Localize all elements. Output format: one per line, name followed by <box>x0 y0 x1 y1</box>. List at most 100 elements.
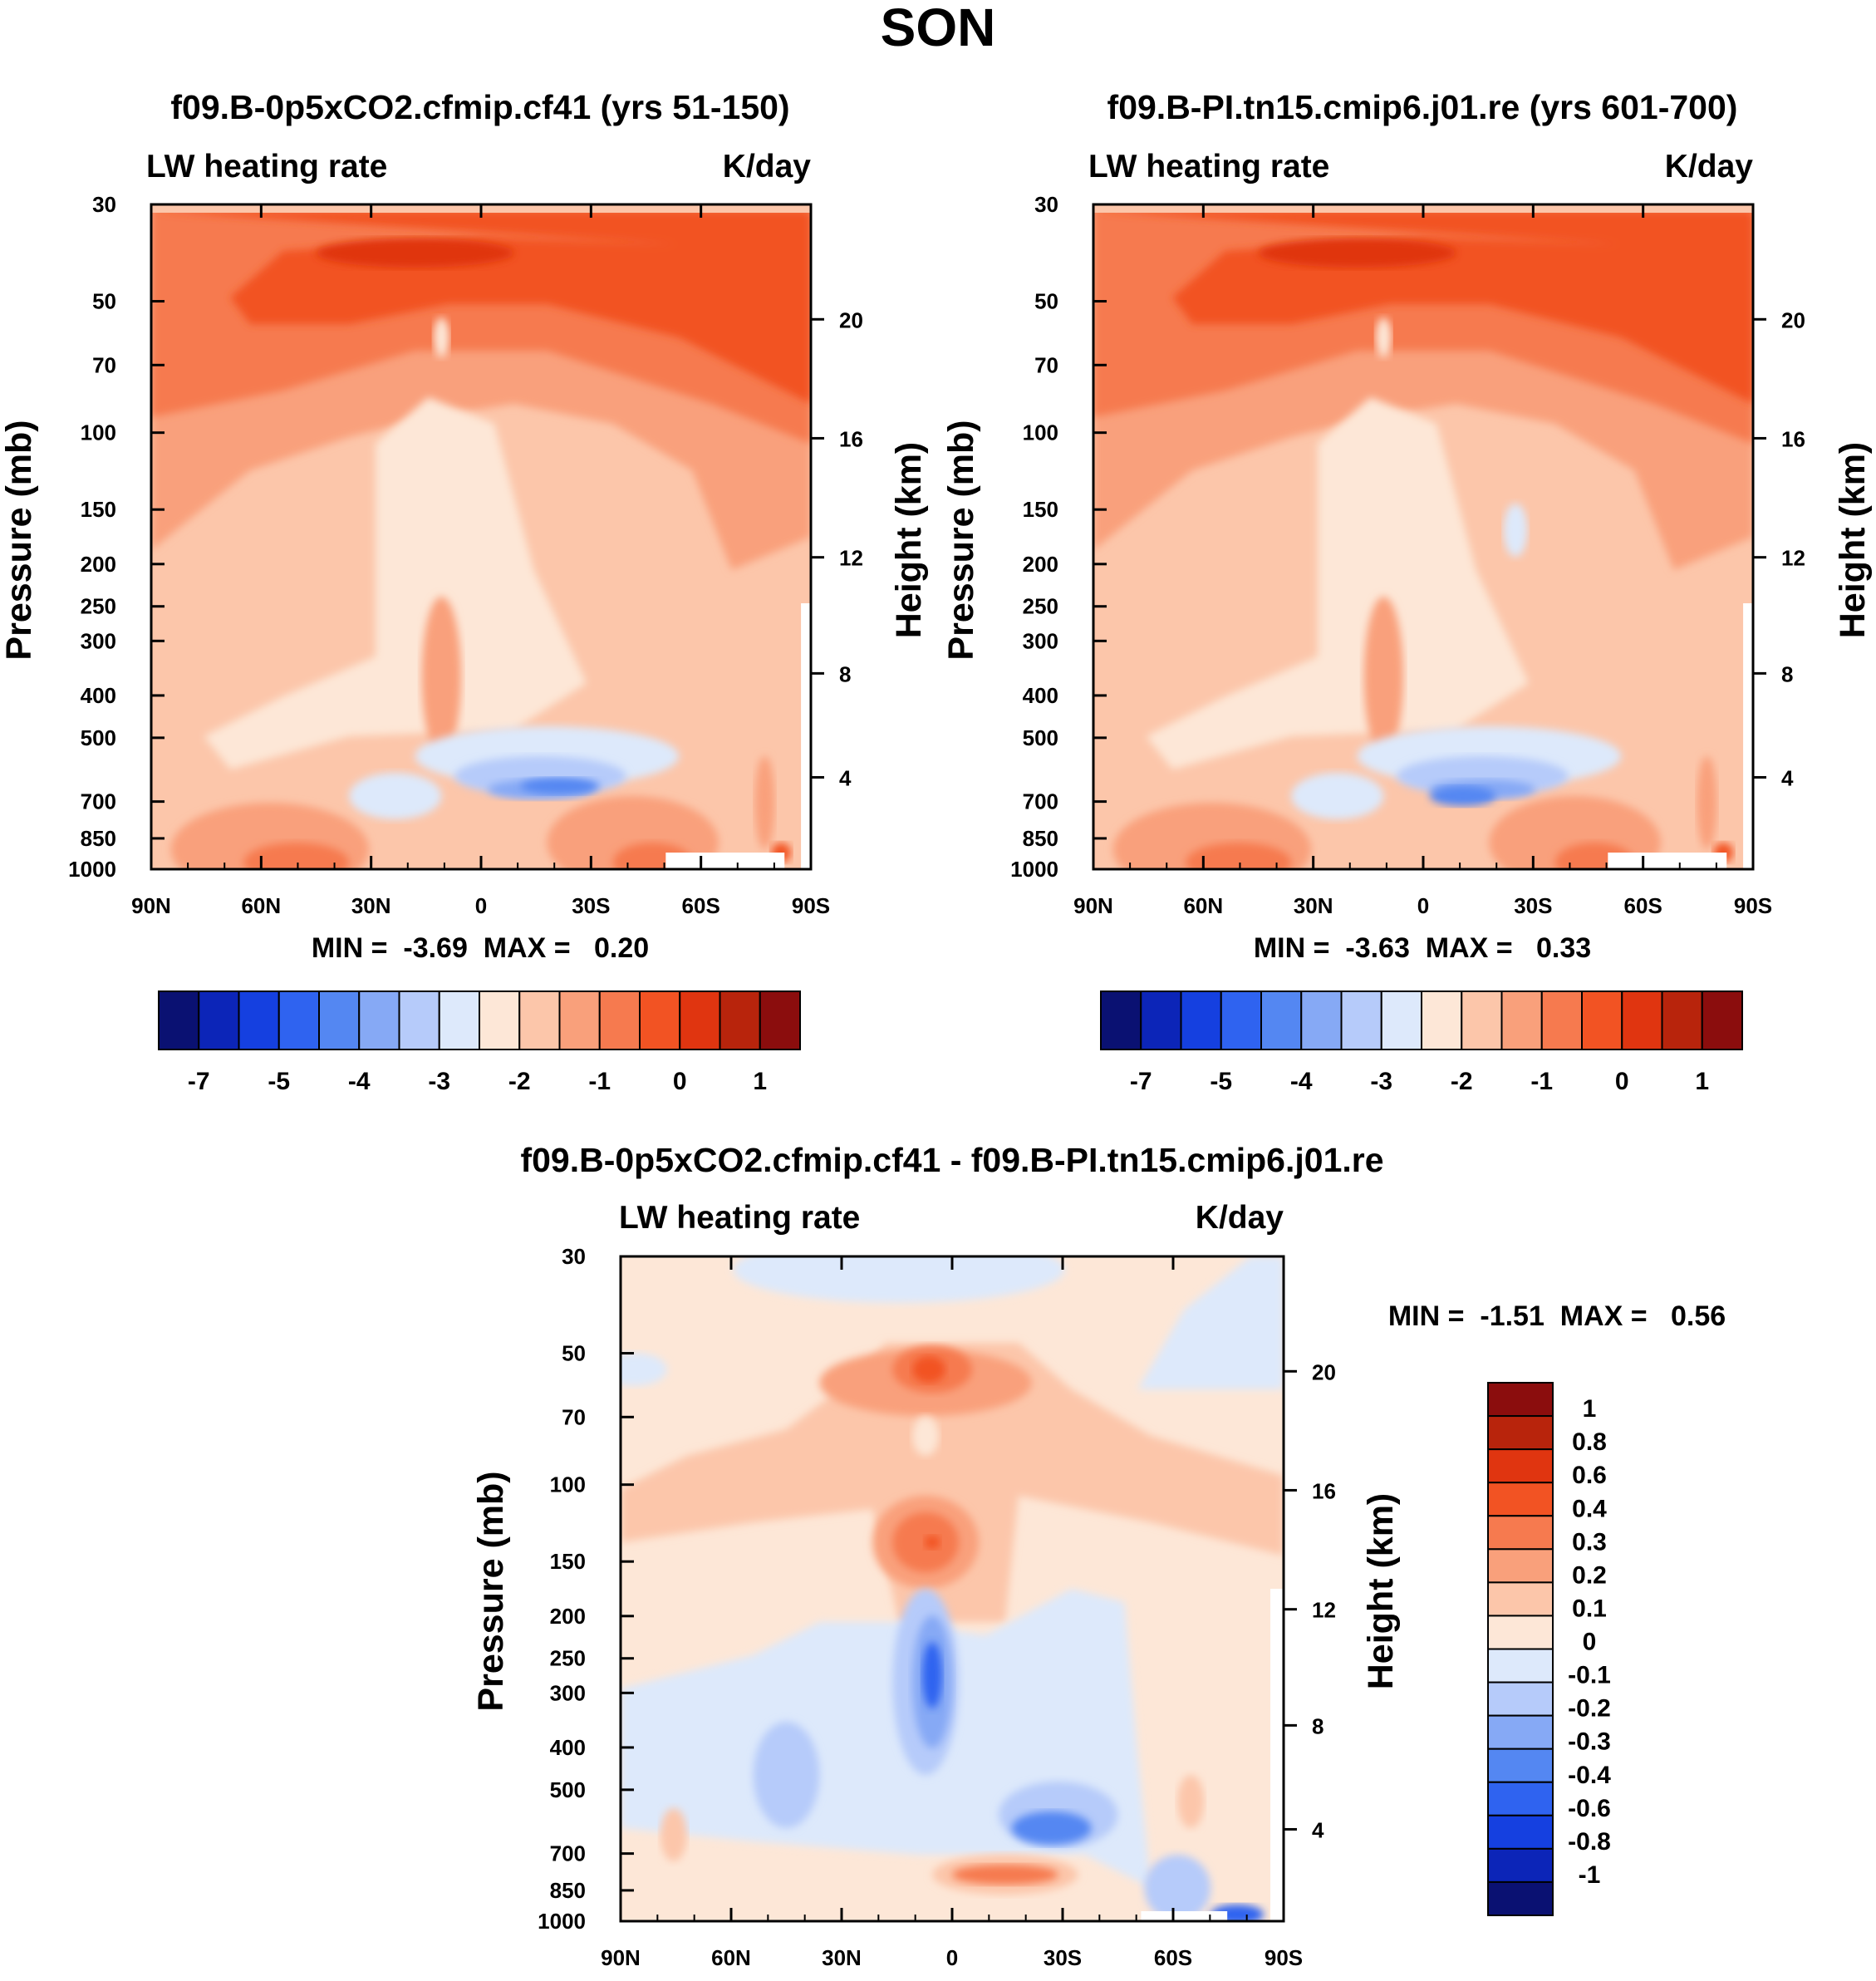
height-tick-label: 16 <box>1312 1478 1336 1503</box>
colorbar-swatch <box>1487 1847 1554 1883</box>
x-tick-label: 90N <box>601 1945 641 1970</box>
panel-2-min-max: MIN = -3.63 MAX = 0.33 <box>1254 932 1591 964</box>
height-tick-label: 20 <box>839 307 863 332</box>
contour-band <box>1093 211 1753 404</box>
colorbar-swatch <box>1701 990 1743 1050</box>
y-tick-label: 250 <box>1023 594 1058 619</box>
missing-data-mask <box>1270 1589 1284 1921</box>
x-tick-label: 30N <box>1294 893 1333 918</box>
panel-2-y-axis-label: Pressure (mb) <box>941 420 981 660</box>
missing-data-mask <box>665 853 785 869</box>
contour-band <box>1137 1256 1284 1389</box>
height-tick-label: 12 <box>1781 546 1805 571</box>
y-tick-label: 500 <box>1023 725 1058 750</box>
colorbar-label: 0.2 <box>1572 1561 1607 1589</box>
panel-2-right-subtitle: K/day <box>1665 149 1754 184</box>
colorbar-label: -0.8 <box>1568 1828 1611 1856</box>
colorbar-swatch <box>1487 1648 1554 1684</box>
contour-band <box>733 1256 1065 1303</box>
colorbar-swatch <box>1487 1681 1554 1717</box>
colorbar-label: -3 <box>428 1068 450 1095</box>
colorbar-swatch <box>1487 1781 1554 1816</box>
y-tick-label: 300 <box>1023 628 1058 653</box>
contour-band <box>660 1808 687 1861</box>
colorbar-swatch <box>158 990 200 1050</box>
colorbar-swatch <box>318 990 361 1050</box>
colorbar-label: -0.6 <box>1568 1795 1611 1822</box>
contour-band <box>753 1722 820 1828</box>
height-tick-label: 8 <box>1312 1713 1324 1738</box>
contour-band <box>1011 1811 1092 1845</box>
contour-band <box>1375 317 1392 357</box>
x-tick-label: 90N <box>131 893 171 918</box>
colorbar-label: -0.4 <box>1568 1762 1611 1789</box>
y-tick-label: 70 <box>1034 352 1058 377</box>
x-tick-label: 60S <box>1154 1945 1192 1970</box>
colorbar-swatch <box>1487 1748 1554 1783</box>
y-tick-label: 50 <box>562 1341 586 1366</box>
panel-2-left-subtitle: LW heating rate <box>1088 149 1329 184</box>
missing-data-mask <box>1608 853 1727 869</box>
height-tick-label: 4 <box>1312 1817 1324 1842</box>
colorbar-swatch <box>1500 990 1543 1050</box>
panel-2-title: f09.B-PI.tn15.cmip6.j01.re (yrs 601-700) <box>1107 88 1738 126</box>
x-tick-label: 90S <box>1734 893 1772 918</box>
colorbar-swatch <box>1487 1615 1554 1650</box>
y-tick-label: 100 <box>550 1472 586 1497</box>
y-tick-label: 850 <box>1023 826 1058 851</box>
colorbar-swatch <box>719 990 761 1050</box>
colorbar-label: -2 <box>508 1068 531 1095</box>
colorbar-swatch <box>1487 1482 1554 1517</box>
height-tick-label: 20 <box>1781 307 1805 332</box>
colorbar-label: -3 <box>1370 1068 1392 1095</box>
y-tick-label: 250 <box>81 594 116 619</box>
y-tick-label: 100 <box>1023 420 1058 445</box>
colorbar-swatch <box>679 990 721 1050</box>
panel-2: f09.B-PI.tn15.cmip6.j01.re (yrs 601-700)… <box>941 88 1873 964</box>
colorbar-label: -0.3 <box>1568 1728 1611 1756</box>
panel-1-y-axis-label: Pressure (mb) <box>0 420 39 660</box>
contour-band <box>1144 1855 1211 1921</box>
contour-band <box>754 756 775 849</box>
height-tick-label: 8 <box>839 661 851 686</box>
colorbar-swatch <box>1540 990 1583 1050</box>
panel-2-right-axis-label: Height (km) <box>1833 442 1873 639</box>
colorbar-label: 0 <box>1615 1068 1629 1095</box>
x-tick-label: 30S <box>572 893 610 918</box>
y-tick-label: 700 <box>1023 789 1058 814</box>
height-tick-label: 8 <box>1781 661 1793 686</box>
missing-data-mask <box>1141 1911 1228 1921</box>
contour-band <box>952 1865 1058 1885</box>
y-tick-label: 400 <box>1023 683 1058 708</box>
colorbar-swatch <box>1487 1448 1554 1484</box>
height-tick-label: 4 <box>839 765 852 790</box>
colorbar-swatch <box>1461 990 1503 1050</box>
colorbar-swatch <box>479 990 521 1050</box>
colorbar-swatch <box>1140 990 1182 1050</box>
colorbar-swatch <box>1487 1515 1554 1551</box>
y-tick-label: 200 <box>81 552 116 577</box>
x-tick-label: 30S <box>1044 1945 1082 1970</box>
contour-band <box>151 211 811 404</box>
panel-1-colorbar: -7 -5 -4 -3 -2 -1 0 1 <box>158 990 801 1095</box>
panel-1-contours <box>151 204 811 869</box>
missing-data-mask <box>1743 603 1753 869</box>
colorbar-swatch <box>1487 1880 1554 1916</box>
axis-ticks: 90N 60N 30N 0 30S 60S 90S305070100150200250300… <box>68 192 1805 1970</box>
x-tick-label: 60N <box>1183 893 1223 918</box>
colorbar-swatch <box>598 990 641 1050</box>
y-tick-label: 300 <box>81 628 116 653</box>
y-tick-label: 300 <box>550 1680 586 1705</box>
colorbar-swatch <box>1300 990 1343 1050</box>
colorbar-label: 1 <box>1583 1395 1597 1423</box>
colorbar-swatch <box>238 990 280 1050</box>
panel-1-min-max: MIN = -3.69 MAX = 0.20 <box>312 932 649 964</box>
height-tick-label: 16 <box>839 426 863 451</box>
contour-band <box>621 1353 667 1386</box>
contour-band <box>1697 756 1717 849</box>
colorbar-swatch <box>1487 1415 1554 1451</box>
y-tick-label: 1000 <box>1010 857 1058 882</box>
panel-3-min-max: MIN = -1.51 MAX = 0.56 <box>1388 1300 1726 1332</box>
colorbar-label: -2 <box>1451 1068 1473 1095</box>
y-tick-label: 850 <box>550 1878 586 1903</box>
